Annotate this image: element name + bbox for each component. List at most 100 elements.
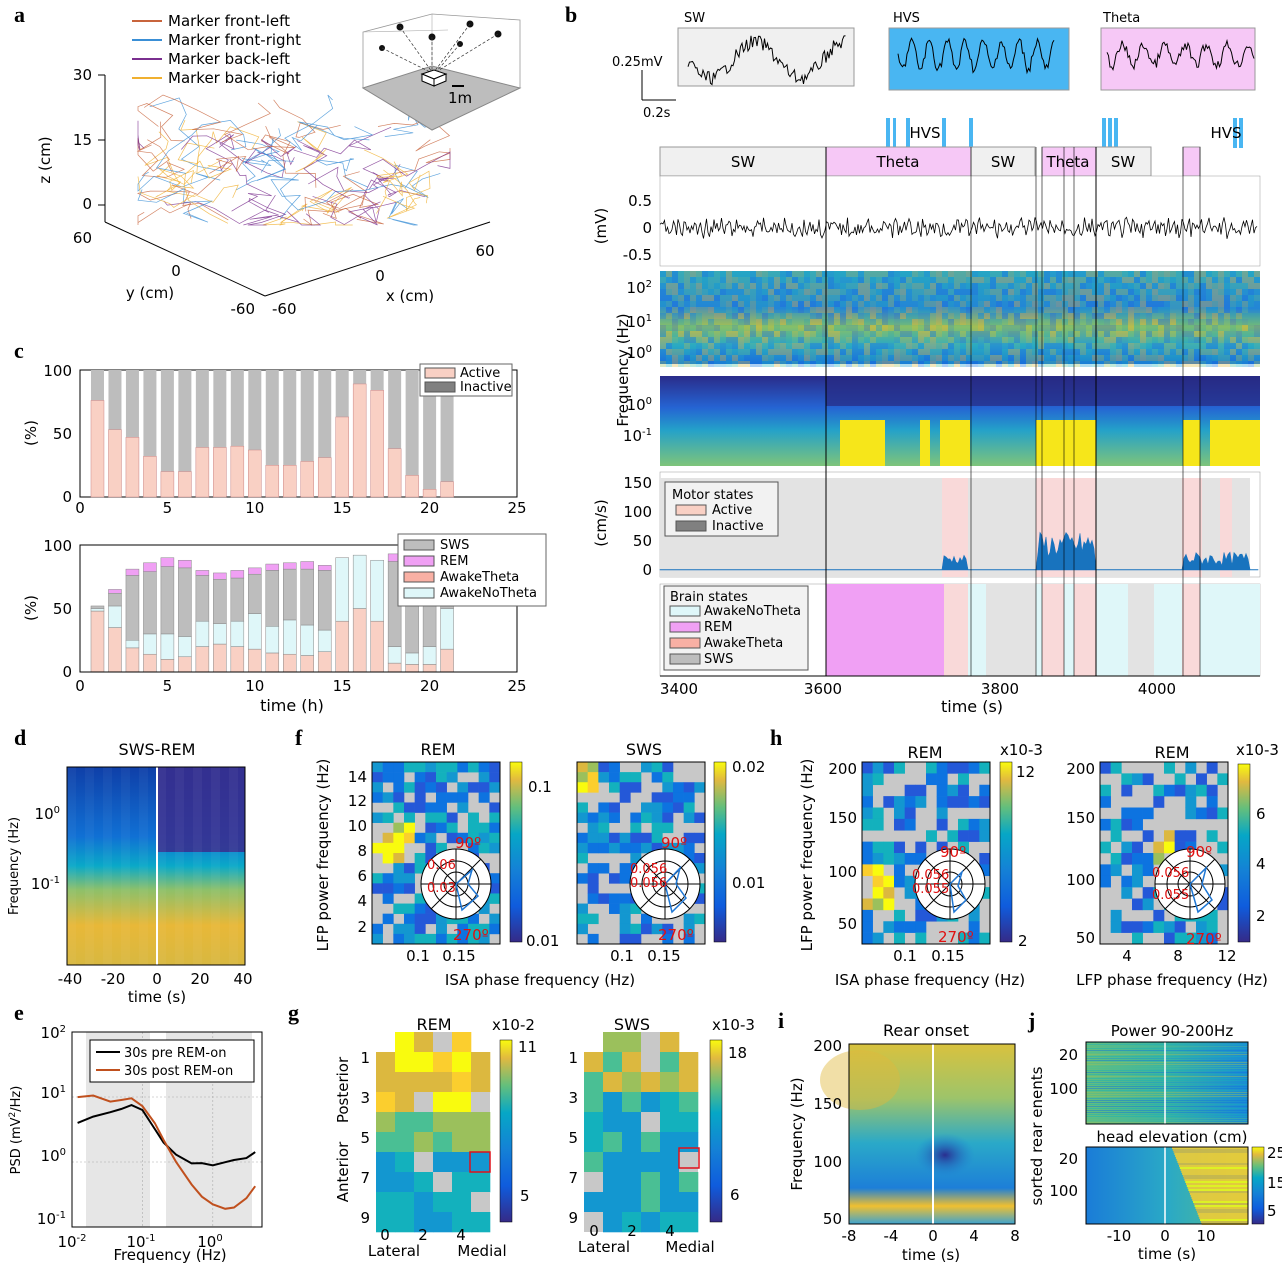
b-spec1-cell — [1104, 337, 1110, 343]
b-spec1-cell — [666, 325, 672, 331]
gHeat2-cell — [603, 1132, 623, 1153]
b-spec1-cell — [1146, 343, 1152, 349]
f-rem-90: 90º — [455, 834, 481, 852]
c-bottom-bar-awaketheta — [283, 653, 297, 673]
b-spec1-cell — [1116, 277, 1122, 283]
c-top-bar-inactive — [178, 370, 192, 497]
fHeat1-cell — [468, 812, 479, 823]
b-spec1-cell — [1080, 295, 1086, 301]
hHeat2-cell — [1121, 853, 1133, 865]
b-spec1-cell — [978, 283, 984, 289]
b-spec1-cell — [1086, 271, 1092, 277]
b-spec1-cell — [840, 301, 846, 307]
b-spec1-cell — [1254, 349, 1260, 355]
b-spec1-cell — [1056, 289, 1062, 295]
b-spec1-cell — [936, 271, 942, 277]
b-spec1-cell — [972, 331, 978, 337]
b-spec1-cell — [828, 283, 834, 289]
j-power-row — [1086, 1100, 1248, 1101]
panel-h-comodulograms: REM REM 90º 270º 0.056 — [798, 741, 1279, 989]
b-spec1-cell — [672, 307, 678, 313]
j-elevation-row — [1189, 1191, 1248, 1193]
b-spec1-cell — [906, 331, 912, 337]
b-spec1-cell — [990, 355, 996, 361]
b-spec1-cell — [936, 277, 942, 283]
b-spec1-cell — [1092, 343, 1098, 349]
b-spec1-cell — [1116, 331, 1122, 337]
a-trajectory — [137, 187, 213, 223]
b-spec1-cell — [1182, 283, 1188, 289]
c-bottom-bar-rem — [230, 570, 245, 579]
b-spec1-cell — [990, 349, 996, 355]
b-spec1-cell — [708, 343, 714, 349]
b-spec1-cell — [678, 307, 684, 313]
b-spec1-cell — [690, 295, 696, 301]
b-spec1-cell — [1248, 331, 1254, 337]
i-ytick-100: 100 — [813, 1153, 842, 1171]
b-spec1-cell — [1134, 289, 1140, 295]
b-spec1-cell — [756, 271, 762, 277]
a-trajectory — [394, 164, 441, 198]
b-spec1-cell — [876, 295, 882, 301]
b-spec1-cell — [912, 277, 918, 283]
b-spec1-cell — [876, 289, 882, 295]
b-spec1-cell — [1170, 277, 1176, 283]
b-spec2-yellow — [1183, 420, 1200, 466]
b-state-sw-3: SW — [1111, 153, 1136, 171]
b-spec1-cell — [1116, 313, 1122, 319]
b-spec1-cell — [1062, 313, 1068, 319]
b-spec1-cell — [840, 283, 846, 289]
fHeat2-cell — [651, 842, 663, 854]
b-spec1-cell — [1200, 325, 1206, 331]
h1-90: 90º — [940, 843, 966, 861]
b-spec1-cell — [1074, 277, 1080, 283]
b-spec1-cell — [906, 283, 912, 289]
b-spec1-cell — [1056, 349, 1062, 355]
h-cbar2-2: 2 — [1256, 907, 1266, 925]
e-ytick-2: 102 — [41, 1024, 66, 1042]
hHeat2-cell — [1164, 762, 1175, 774]
b-spec1-cell — [1026, 307, 1032, 313]
hHeat1-cell — [862, 864, 873, 877]
b-spec1-cell — [714, 283, 720, 289]
hHeat1-cell — [894, 762, 905, 774]
b-speed-tick-50: 50 — [633, 532, 652, 550]
fHeat1-cell — [478, 792, 490, 803]
fHeat2-cell — [651, 923, 663, 935]
hHeat1-cell — [936, 841, 948, 854]
c-bottom-bar-awakenotheta — [248, 613, 262, 650]
b-spec1-cell — [732, 343, 738, 349]
b-spec1-cell — [1188, 295, 1194, 301]
b-spec1-cell — [1092, 319, 1098, 325]
b-spec1-cell — [1188, 307, 1194, 313]
g-sws-ytick: 9 — [568, 1209, 578, 1227]
b-spec1-cell — [1200, 295, 1206, 301]
b-spec2-yellow — [840, 420, 885, 466]
panel-b-states: SW HVS Theta 0.25mV 0.2s HVS HVS SW Thet… — [592, 11, 1261, 716]
b-spec1-cell — [1122, 289, 1128, 295]
b-spec1-cell — [1080, 343, 1086, 349]
b-spec1-cell — [1170, 331, 1176, 337]
b-spec1-cell — [738, 325, 744, 331]
b-spec1-cell — [1152, 343, 1158, 349]
b-spec1-cell — [1128, 301, 1134, 307]
b-spec1-cell — [702, 277, 708, 283]
b-spec1-cell — [732, 337, 738, 343]
fHeat1-cell — [489, 782, 501, 793]
b-spec1-cell — [708, 307, 714, 313]
fHeat2-cell — [683, 802, 695, 813]
hHeat2-cell — [1100, 796, 1111, 808]
fHeat2-cell — [641, 923, 652, 935]
b-spec1-cell — [1038, 331, 1044, 337]
a-trajectory — [181, 133, 235, 171]
gHeat2-cell — [679, 1192, 699, 1213]
fHeat1-cell — [382, 883, 394, 894]
b-spec1-cell — [1104, 289, 1110, 295]
j-xlabel: time (s) — [1138, 1245, 1196, 1263]
b-spec1-cell — [894, 331, 900, 337]
g-sws-map — [584, 1032, 699, 1233]
panel-c-bars: 100 50 0 100 50 0 (%) (%) 00551010151520… — [22, 362, 547, 715]
b-spec1-cell — [1254, 301, 1260, 307]
b-spec1-cell — [888, 301, 894, 307]
fHeat1-cell — [457, 913, 469, 925]
